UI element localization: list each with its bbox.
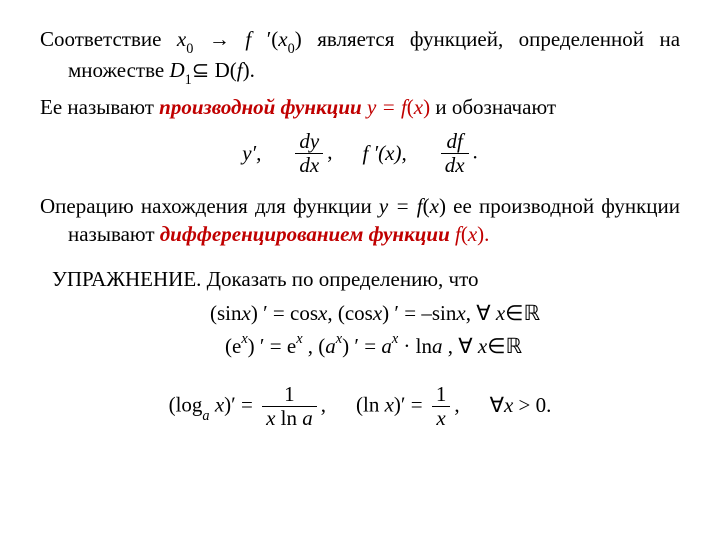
text: Соответствие [40,27,177,51]
subset: ⊆ [192,58,210,82]
forall-icon: ∀ [490,393,504,417]
var-D: D [169,58,184,82]
var-x: x [456,301,465,325]
log-expr: (loga x)′ = 1 x ln a , [169,383,326,430]
var-x: x [177,27,186,51]
var-x: x [373,301,382,325]
sin: (sin [210,301,242,325]
sub-a: a [202,408,209,424]
frac-dy-dx: dy dx , [291,130,332,177]
exercise-block: УПРАЖНЕНИЕ. Доказать по определению, что… [40,266,680,429]
exercise-line-2: (ex) ′ = ex , (ax) ′ = ax · lna , ∀ x∈ℝ [40,332,680,361]
notation-row: y′, dy dx , f ′(x), df dx . [40,130,680,177]
reals: ℝ [523,301,540,325]
var-x: x [430,194,439,218]
domain-expr: ∀x > 0. [490,392,552,420]
forall-icon: ∀ [458,334,472,358]
var-a: a [432,334,443,358]
term-derivative: производной функции [159,95,362,119]
close: ) [295,27,302,51]
paragraph-2: Ее называют производной функции y = f(x)… [40,94,680,122]
var-x: x [504,393,513,417]
var-x: x [242,301,251,325]
sup-x: x [241,331,247,347]
f-prime-x: f ′(x), [362,140,406,168]
close: ). [477,222,489,246]
paragraph-3: Операцию нахождения для функции y = f(x)… [40,193,680,248]
reals: ℝ [505,334,522,358]
sup-x: x [336,331,342,347]
term-differentiation: дифференцированием функции [160,222,450,246]
y-prime: y′, [242,140,261,168]
sub-0: 0 [288,41,295,57]
arrow: → [193,27,245,51]
var-x: x [496,301,505,325]
var-a: a [381,334,392,358]
sup-x: x [392,331,398,347]
forall-icon: ∀ [476,301,490,325]
prime: ′( [267,27,279,51]
sub-1: 1 [185,72,192,88]
paren: ( [423,194,430,218]
close: ) [439,194,446,218]
text: Операцию нахождения для функции [40,194,379,218]
var-x: x [215,392,224,416]
exercise-heading: УПРАЖНЕНИЕ. Доказать по определению, что [40,266,680,294]
log-row: (loga x)′ = 1 x ln a , (ln x)′ = 1 x , ∀… [40,383,680,430]
var-x: x [385,392,394,416]
var-x: x [478,334,487,358]
ln-expr: (ln x)′ = 1 x , [356,383,460,430]
frac-df-dx: df dx . [437,130,478,177]
var-x: x [468,222,477,246]
var-f: f [245,27,266,51]
paragraph-1: Соответствие x0 → f ′(x0) является функц… [40,26,680,88]
text: и обозначают [430,95,556,119]
var-x: x [318,301,327,325]
eq: y = f [367,95,407,119]
var-a: a [325,334,336,358]
exercise-line-1: (sinx) ′ = cosx, (cosx) ′ = –sinx, ∀ x∈ℝ [40,300,680,328]
text: ). [243,58,255,82]
eq: y = f [379,194,423,218]
sub-0: 0 [186,41,193,57]
var-x: x [414,95,423,119]
sup-x: x [296,331,302,347]
var-x: x [278,27,287,51]
text: Ее называют [40,95,159,119]
paren: ( [407,95,414,119]
text: D( [209,58,236,82]
paren: ( [461,222,468,246]
